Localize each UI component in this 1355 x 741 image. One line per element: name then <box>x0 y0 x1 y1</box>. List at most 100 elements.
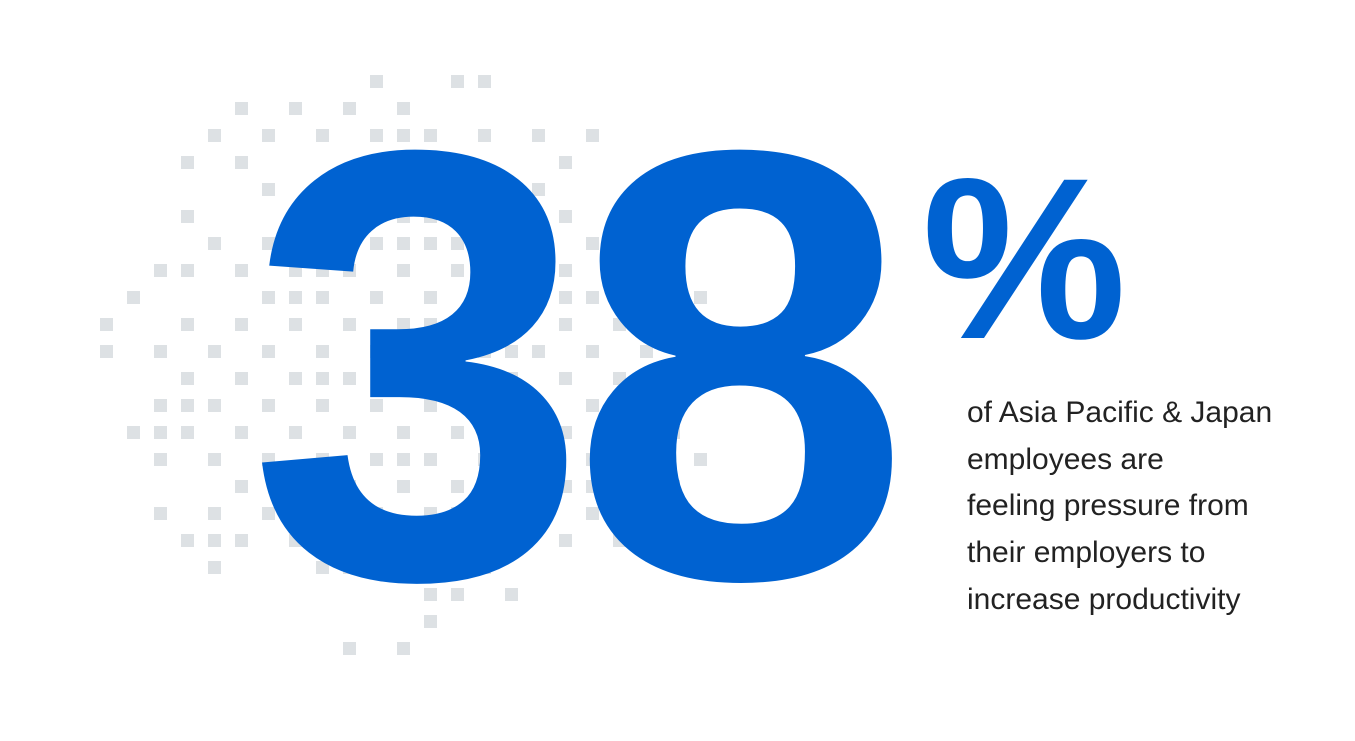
pixel-square <box>559 318 572 331</box>
pixel-square <box>235 480 248 493</box>
pixel-square <box>208 534 221 547</box>
pixel-square <box>154 345 167 358</box>
pixel-square <box>640 210 653 223</box>
pixel-square <box>451 372 464 385</box>
pixel-square <box>532 399 545 412</box>
pixel-square <box>694 291 707 304</box>
description-line: feeling pressure from <box>967 489 1249 522</box>
pixel-square <box>397 426 410 439</box>
pixel-square <box>235 156 248 169</box>
pixel-square <box>370 507 383 520</box>
pixel-square <box>586 480 599 493</box>
pixel-square <box>478 129 491 142</box>
pixel-square <box>343 372 356 385</box>
pixel-square <box>370 291 383 304</box>
pixel-square <box>424 399 437 412</box>
pixel-square <box>532 183 545 196</box>
pixel-square <box>505 237 518 250</box>
pixel-square <box>640 453 653 466</box>
pixel-square <box>451 507 464 520</box>
pixel-square <box>343 480 356 493</box>
pixel-square <box>370 399 383 412</box>
pixel-square <box>208 507 221 520</box>
pixel-square <box>424 507 437 520</box>
pixel-square <box>532 291 545 304</box>
pixel-square <box>208 345 221 358</box>
description-line: of Asia Pacific & Japan <box>967 396 1272 429</box>
pixel-square <box>613 237 626 250</box>
pixel-square <box>586 345 599 358</box>
pixel-square <box>316 237 329 250</box>
pixel-square <box>640 183 653 196</box>
pixel-square <box>532 345 545 358</box>
pixel-square <box>370 210 383 223</box>
pixel-square <box>343 426 356 439</box>
pixel-square <box>100 345 113 358</box>
pixel-square <box>424 183 437 196</box>
pixel-square <box>181 156 194 169</box>
stat-unit: % <box>922 130 1127 387</box>
pixel-square <box>235 372 248 385</box>
pixel-square <box>154 426 167 439</box>
pixel-square <box>397 480 410 493</box>
pixel-square <box>451 264 464 277</box>
pixel-square <box>424 453 437 466</box>
pixel-square <box>451 534 464 547</box>
description-line: their employers to <box>967 536 1205 569</box>
pixel-square <box>424 372 437 385</box>
pixel-square <box>208 237 221 250</box>
pixel-square <box>262 129 275 142</box>
pixel-square <box>289 291 302 304</box>
pixel-square <box>640 507 653 520</box>
pixel-square <box>613 534 626 547</box>
pixel-square <box>478 264 491 277</box>
pixel-square <box>316 291 329 304</box>
pixel-square <box>478 75 491 88</box>
pixel-square <box>181 318 194 331</box>
pixel-square <box>370 534 383 547</box>
pixel-square <box>451 345 464 358</box>
pixel-square <box>451 480 464 493</box>
pixel-square <box>478 237 491 250</box>
pixel-square <box>262 183 275 196</box>
pixel-square <box>316 264 329 277</box>
pixel-square <box>181 372 194 385</box>
pixel-square <box>505 372 518 385</box>
pixel-square <box>424 291 437 304</box>
pixel-square <box>262 237 275 250</box>
pixel-square <box>397 318 410 331</box>
pixel-square <box>397 534 410 547</box>
pixel-square <box>505 210 518 223</box>
pixel-square <box>613 318 626 331</box>
pixel-square <box>235 534 248 547</box>
pixel-square <box>181 399 194 412</box>
pixel-square <box>532 129 545 142</box>
pixel-square <box>478 561 491 574</box>
pixel-square <box>640 345 653 358</box>
pixel-square <box>397 453 410 466</box>
pixel-square <box>370 453 383 466</box>
pixel-square <box>343 642 356 655</box>
pixel-square <box>316 129 329 142</box>
pixel-square <box>451 588 464 601</box>
pixel-square <box>667 264 680 277</box>
pixel-square <box>424 237 437 250</box>
pixel-square <box>154 264 167 277</box>
pixel-square <box>289 372 302 385</box>
pixel-square <box>397 102 410 115</box>
pixel-square <box>208 453 221 466</box>
pixel-square <box>478 507 491 520</box>
pixel-square <box>613 210 626 223</box>
pixel-square <box>397 156 410 169</box>
pixel-square <box>478 291 491 304</box>
pixel-square <box>100 318 113 331</box>
pixel-square <box>397 237 410 250</box>
pixel-square <box>370 129 383 142</box>
pixel-square <box>343 561 356 574</box>
pixel-square <box>289 102 302 115</box>
pixel-square <box>127 426 140 439</box>
pixel-square <box>424 561 437 574</box>
pixel-square <box>532 453 545 466</box>
pixel-square <box>559 480 572 493</box>
pixel-square <box>397 264 410 277</box>
